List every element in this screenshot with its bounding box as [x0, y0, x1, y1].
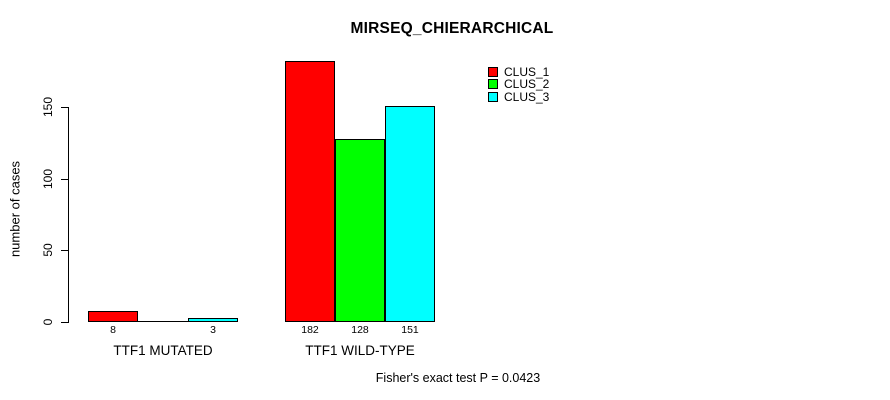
y-axis-label: number of cases	[7, 160, 23, 258]
y-tick-label: 150	[41, 96, 55, 118]
bar-clus_3-group1	[188, 318, 238, 322]
bar-value-label: 151	[401, 324, 419, 336]
zero-height-bar-clus_2-group1	[138, 321, 188, 322]
fisher-test-annotation: Fisher's exact test P = 0.0423	[375, 371, 541, 385]
legend-label: CLUS_2	[504, 77, 550, 91]
legend-label: CLUS_1	[504, 65, 550, 79]
legend-swatch-icon	[488, 79, 498, 89]
y-tick-label: 0	[41, 318, 55, 326]
bar-clus_1-group2	[285, 61, 335, 322]
legend-label: CLUS_3	[504, 90, 550, 104]
legend-swatch-icon	[488, 67, 498, 77]
bar-clus_3-group2	[385, 106, 435, 322]
bar-value-label: 128	[351, 324, 369, 336]
legend-item-clus_2: CLUS_2	[488, 78, 549, 90]
bar-clus_2-group2	[335, 139, 385, 322]
y-tick-mark	[61, 322, 68, 323]
y-tick-label: 50	[41, 243, 55, 257]
bar-clus_1-group1	[88, 311, 138, 322]
legend-item-clus_1: CLUS_1	[488, 66, 549, 78]
bar-value-label: 3	[210, 324, 216, 336]
chart-title: MIRSEQ_CHIERARCHICAL	[350, 20, 554, 37]
y-tick-mark	[61, 250, 68, 251]
legend-item-clus_3: CLUS_3	[488, 91, 549, 103]
y-tick-mark	[61, 179, 68, 180]
category-label: TTF1 MUTATED	[113, 343, 213, 358]
category-label: TTF1 WILD-TYPE	[305, 343, 415, 358]
legend-swatch-icon	[488, 92, 498, 102]
y-axis-line	[68, 107, 69, 323]
bar-value-label: 8	[110, 324, 116, 336]
bar-value-label: 182	[301, 324, 319, 336]
y-tick-mark	[61, 107, 68, 108]
y-tick-label: 100	[41, 168, 55, 190]
